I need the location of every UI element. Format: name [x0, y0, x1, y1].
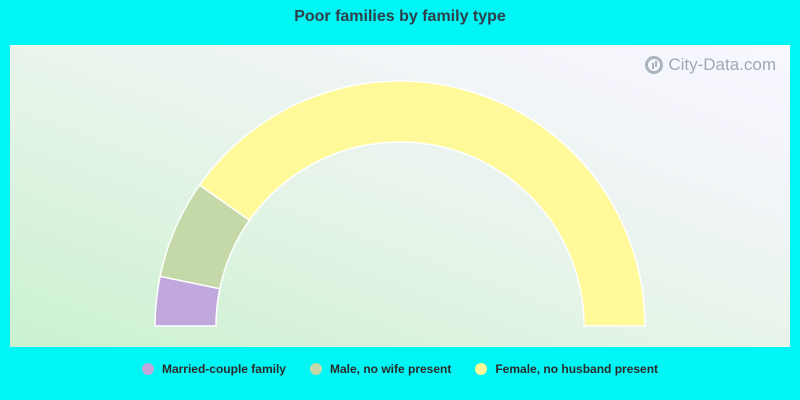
city-data-logo-icon: [645, 56, 664, 74]
slice-female-no-husband-present: [198, 80, 646, 327]
legend-swatch: [475, 363, 488, 375]
watermark-text: City-Data.com: [668, 55, 776, 74]
legend-item: Male, no wife present: [309, 362, 452, 376]
legend-item: Married-couple family: [141, 362, 286, 376]
legend-label: Female, no husband present: [495, 362, 659, 376]
plot-area: City-Data.com: [10, 45, 790, 347]
legend-label: Male, no wife present: [329, 362, 452, 376]
legend-item: Female, no husband present: [475, 362, 658, 376]
legend-label: Married-couple family: [161, 362, 286, 376]
half-donut-chart: [154, 80, 646, 327]
legend-swatch: [141, 363, 154, 375]
legend-swatch: [309, 363, 322, 375]
legend: Married-couple family Male, no wife prese…: [0, 362, 800, 376]
watermark: City-Data.com: [645, 55, 776, 75]
chart-title: Poor families by family type: [294, 8, 506, 25]
